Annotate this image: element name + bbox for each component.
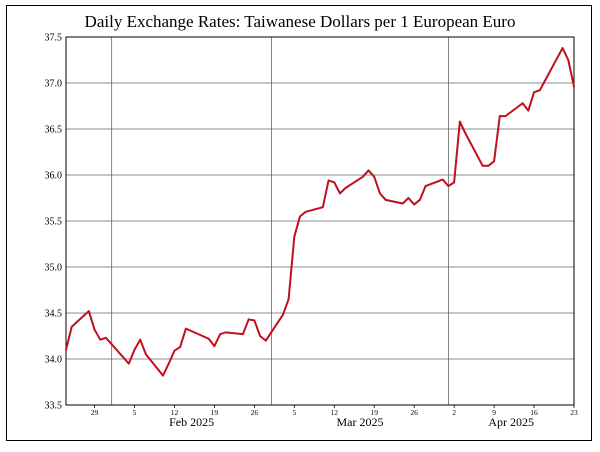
data-point [207, 337, 210, 340]
data-point [162, 374, 164, 377]
x-tick-label: 26 [251, 408, 259, 417]
data-point [127, 362, 130, 365]
data-point [253, 319, 256, 322]
data-point [573, 85, 575, 88]
data-point [65, 348, 67, 351]
data-point [87, 310, 90, 313]
data-point [293, 235, 296, 238]
data-point [133, 348, 136, 351]
x-tick-label: 9 [492, 408, 496, 417]
x-tick-label: 19 [370, 408, 378, 417]
data-point [299, 215, 301, 218]
data-point [287, 298, 290, 301]
y-tick-label: 34.0 [45, 355, 63, 366]
data-point [533, 91, 535, 94]
data-point [447, 185, 450, 187]
data-point [224, 331, 227, 334]
data-point [401, 202, 404, 205]
data-point [367, 169, 370, 172]
data-point [321, 206, 324, 209]
data-point [361, 175, 364, 178]
x-tick-label: 12 [171, 408, 179, 417]
data-point [327, 179, 330, 182]
data-point [264, 339, 267, 342]
x-month-label: Mar 2025 [336, 415, 383, 429]
x-tick-label: 23 [570, 408, 578, 417]
data-point [259, 335, 261, 337]
data-point [219, 333, 222, 336]
data-point [481, 164, 484, 167]
x-month-label: Feb 2025 [169, 415, 214, 429]
data-point [441, 178, 444, 181]
y-tick-label: 35.5 [45, 217, 63, 228]
data-point [93, 328, 96, 331]
x-tick-label: 12 [331, 408, 339, 417]
data-point [184, 327, 187, 330]
data-point [487, 164, 490, 167]
data-point [70, 325, 73, 328]
data-point [407, 197, 410, 199]
data-point [105, 336, 107, 339]
data-point [498, 115, 501, 118]
plot-border [65, 36, 575, 406]
data-point [167, 362, 170, 365]
data-point [145, 353, 147, 356]
data-point [453, 181, 456, 184]
data-point [247, 318, 250, 321]
data-point [493, 160, 495, 163]
x-tick-label: 29 [91, 408, 99, 417]
data-point [464, 132, 467, 135]
x-tick-label: 2 [452, 408, 456, 417]
chart-title: Daily Exchange Rates: Taiwanese Dollars … [84, 12, 516, 31]
data-point [339, 192, 341, 195]
data-point [527, 109, 530, 112]
data-point [344, 186, 347, 189]
data-point [418, 198, 421, 201]
data-point [521, 102, 524, 105]
x-tick-label: 19 [211, 408, 219, 417]
data-point [384, 198, 387, 201]
data-point [173, 349, 176, 352]
data-point [379, 192, 381, 195]
x-month-label: Apr 2025 [488, 415, 534, 429]
y-tick-label: 35.0 [45, 263, 63, 274]
data-point [213, 345, 216, 348]
data-point [538, 89, 541, 92]
y-tick-label: 36.0 [45, 171, 63, 182]
x-tick-label: 16 [530, 408, 538, 417]
data-point [139, 338, 142, 341]
data-point [282, 313, 284, 316]
y-tick-label: 34.5 [45, 309, 63, 320]
y-tick-label: 37.5 [45, 33, 63, 44]
data-point [304, 210, 307, 213]
data-point [424, 185, 427, 187]
data-point [179, 346, 182, 348]
y-tick-label: 37.0 [45, 79, 63, 90]
data-point [242, 333, 244, 336]
data-point [99, 338, 102, 341]
x-tick-label: 5 [133, 408, 137, 417]
data-point [504, 115, 507, 118]
data-point [567, 59, 570, 61]
data-point [458, 120, 461, 123]
x-tick-label: 5 [292, 408, 296, 417]
data-point [333, 181, 336, 184]
y-tick-label: 36.5 [45, 125, 63, 136]
data-point [413, 203, 416, 206]
data-point [373, 175, 376, 178]
x-tick-label: 26 [410, 408, 418, 417]
y-tick-label: 33.5 [45, 401, 63, 412]
data-point [561, 47, 564, 49]
